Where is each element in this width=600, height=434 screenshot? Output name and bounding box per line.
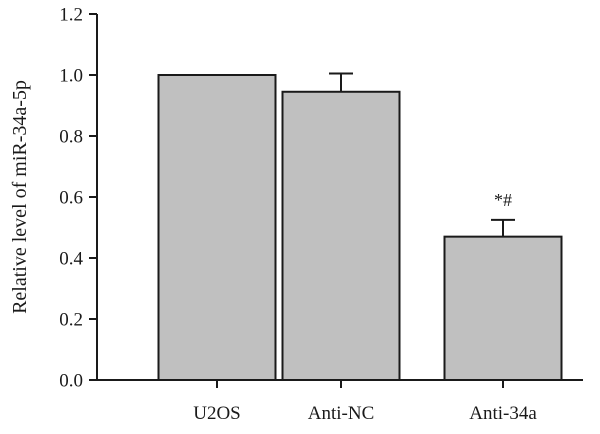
y-axis-title-group: Relative level of miR-34a-5p [9, 80, 31, 314]
significance-annotation: *# [494, 190, 512, 210]
bar [157, 74, 277, 381]
y-tick-label: 1.0 [59, 66, 83, 87]
y-tick-label: 0.6 [59, 188, 83, 209]
y-tick-label: 0.0 [59, 371, 83, 392]
annotations: *# [494, 190, 512, 210]
y-axis-title: Relative level of miR-34a-5p [9, 80, 31, 314]
bar [443, 235, 563, 381]
error-bars [329, 72, 515, 237]
y-tick-label: 0.8 [59, 127, 83, 148]
x-tick-label: Anti-NC [308, 403, 375, 424]
bars [157, 74, 563, 382]
y-tick-label: 1.2 [59, 5, 83, 26]
y-ticks: 0.0 0.2 0.4 0.6 0.8 1.0 1.2 [59, 5, 97, 392]
y-tick-label: 0.4 [59, 249, 83, 270]
y-tick-label: 0.2 [59, 310, 83, 331]
bar [281, 90, 401, 382]
x-tick-labels: U2OS Anti-NC Anti-34a [193, 380, 537, 424]
x-tick-label: Anti-34a [469, 403, 537, 424]
x-tick-label: U2OS [193, 403, 241, 424]
